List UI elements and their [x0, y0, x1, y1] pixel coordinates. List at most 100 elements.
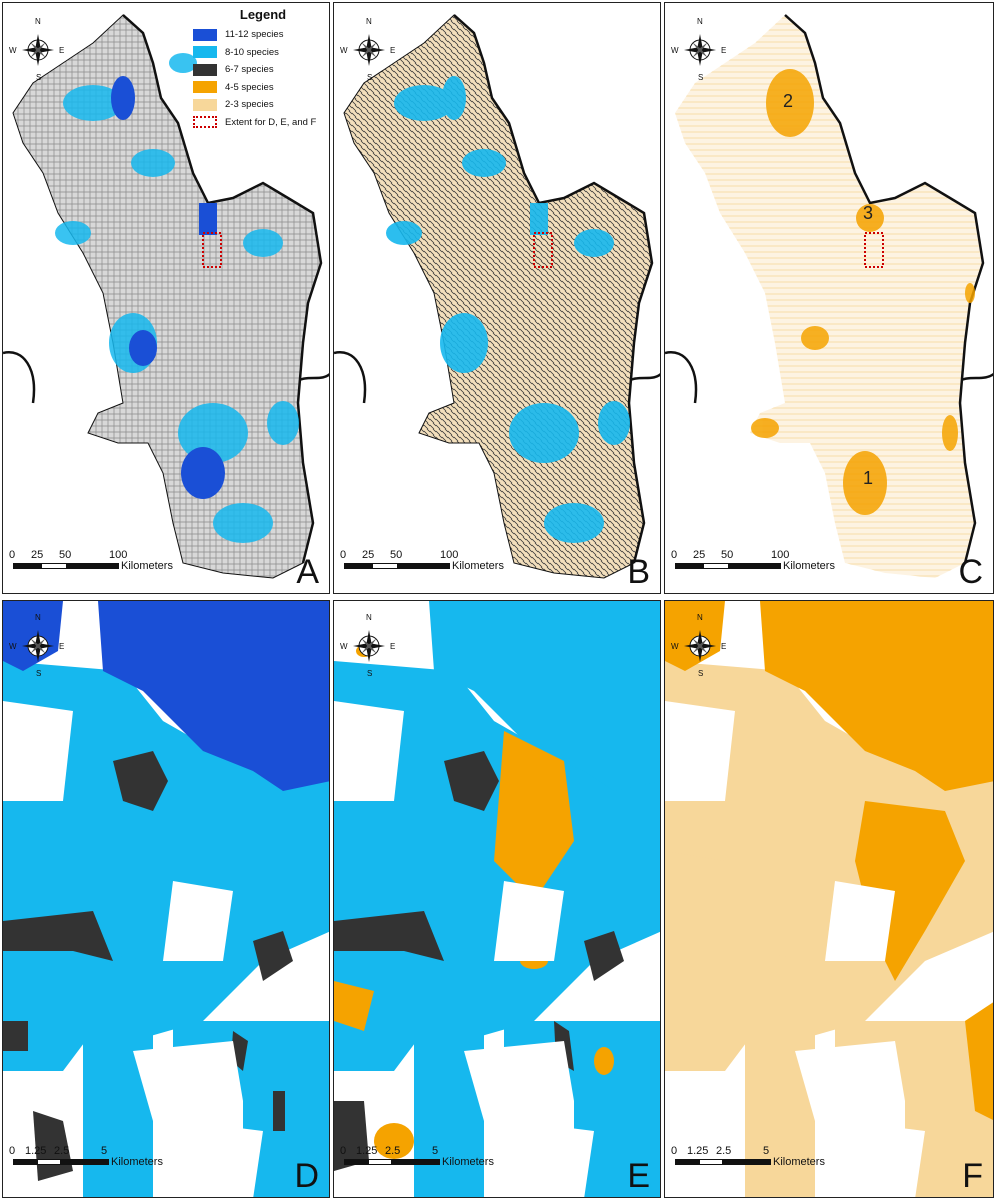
richness-4-5-patches	[751, 69, 975, 515]
panel-label: D	[294, 1157, 319, 1195]
panel-d: N W E S 0 1.25 2.5 5 Kilometers D	[2, 600, 330, 1198]
compass-e: E	[721, 46, 727, 55]
legend-item: 11-12 species	[193, 26, 329, 44]
map-d	[3, 601, 329, 1197]
panel-label: A	[296, 553, 319, 591]
map-e	[334, 601, 660, 1197]
scale-bar: 0 25 50 100 Kilometers	[671, 549, 871, 579]
compass-rose: N W E S	[671, 17, 727, 82]
compass-n: N	[366, 613, 372, 622]
legend-item: 6-7 species	[193, 61, 329, 79]
hotspot-label: 1	[863, 468, 874, 488]
boundary-line	[665, 351, 698, 404]
scale-tick: 5	[432, 1145, 439, 1157]
map-f	[665, 601, 993, 1197]
compass-n: N	[35, 613, 41, 622]
region-shape	[675, 15, 983, 578]
compass-rose: N W E S	[671, 613, 727, 678]
compass-s: S	[36, 669, 42, 678]
panel-c: 1 2 3 N W E S 0 25 50 100 Kilometers C	[664, 2, 994, 594]
scale-unit: Kilometers	[121, 560, 173, 572]
scale-tick: 0	[340, 1145, 347, 1157]
compass-w: W	[671, 46, 679, 55]
scale-bar: 0 25 50 100 Kilometers	[340, 549, 540, 579]
scale-tick: 100	[440, 549, 459, 561]
legend-label: 4-5 species	[225, 81, 274, 93]
panel-label: B	[627, 553, 650, 591]
extent-box	[202, 232, 222, 268]
legend-label: 8-10 species	[225, 46, 279, 58]
panel-label: E	[627, 1157, 650, 1195]
legend-swatch	[193, 98, 217, 111]
hotspot-label: 3	[863, 203, 874, 223]
scale-unit: Kilometers	[783, 560, 835, 572]
compass-s: S	[36, 73, 42, 82]
scale-tick: 0	[671, 1145, 678, 1157]
legend-item: Extent for D, E, and F	[193, 114, 329, 132]
scale-tick: 25	[693, 549, 706, 561]
compass-icon	[22, 34, 54, 66]
compass-n: N	[35, 17, 41, 26]
scale-tick: 5	[763, 1145, 770, 1157]
scale-tick: 1.25	[356, 1145, 378, 1157]
compass-s: S	[367, 73, 373, 82]
compass-rose: N W E S	[9, 613, 65, 678]
compass-icon	[353, 630, 385, 662]
panel-b: N W E S 0 25 50 100 Kilometers B	[333, 2, 661, 594]
compass-e: E	[721, 642, 727, 651]
compass-w: W	[9, 46, 17, 55]
scale-tick: 25	[362, 549, 375, 561]
richness-8-10-patches	[334, 601, 660, 1197]
panel-label: C	[958, 553, 983, 591]
compass-n: N	[697, 17, 703, 26]
compass-n: N	[366, 17, 372, 26]
scale-tick: 1.25	[25, 1145, 47, 1157]
white-gaps	[665, 701, 925, 1197]
legend-label: 2-3 species	[225, 99, 274, 111]
extent-box	[864, 232, 884, 268]
richness-11-12-patches	[111, 76, 225, 499]
panel-f: N W E S 0 1.25 2.5 5 Kilometers F	[664, 600, 994, 1198]
scale-tick: 2.5	[54, 1145, 70, 1157]
boundary-line	[334, 351, 367, 404]
boundary-line	[453, 14, 654, 564]
scale-tick: 0	[671, 549, 678, 561]
white-gaps	[334, 701, 594, 1197]
legend-title: Legend	[239, 7, 287, 22]
legend-swatch	[193, 63, 217, 76]
compass-s: S	[698, 669, 704, 678]
legend-item: 4-5 species	[193, 79, 329, 97]
scale-bar: 0 1.25 2.5 5 Kilometers	[340, 1145, 540, 1175]
compass-w: W	[340, 642, 348, 651]
extent-box	[533, 232, 553, 268]
compass-icon	[684, 630, 716, 662]
legend-item: 8-10 species	[193, 44, 329, 62]
compass-s: S	[698, 73, 704, 82]
compass-icon	[684, 34, 716, 66]
scale-tick: 0	[9, 1145, 16, 1157]
white-gaps	[3, 701, 263, 1197]
compass-e: E	[59, 46, 65, 55]
scale-tick: 0	[9, 549, 16, 561]
richness-6-7-patches	[3, 751, 293, 1181]
legend-swatch	[193, 116, 217, 129]
scale-tick: 2.5	[385, 1145, 401, 1157]
richness-8-10-patches	[55, 53, 299, 543]
legend: Legend 11-12 species 8-10 species 6-7 sp…	[193, 7, 329, 132]
compass-w: W	[340, 46, 348, 55]
panel-label: F	[962, 1157, 983, 1195]
legend-item: 2-3 species	[193, 96, 329, 114]
scale-tick: 5	[101, 1145, 108, 1157]
legend-swatch	[193, 81, 217, 94]
scale-unit: Kilometers	[452, 560, 504, 572]
scale-tick: 50	[59, 549, 72, 561]
compass-e: E	[59, 642, 65, 651]
richness-11-12-patches	[3, 601, 329, 791]
compass-rose: N W E S	[340, 613, 395, 678]
compass-e: E	[390, 46, 396, 55]
region-shape	[343, 14, 653, 579]
boundary-line	[3, 351, 36, 404]
scale-unit: Kilometers	[773, 1156, 825, 1168]
compass-rose: N W E S	[9, 17, 65, 82]
scale-bar: 0 1.25 2.5 5 Kilometers	[671, 1145, 871, 1175]
